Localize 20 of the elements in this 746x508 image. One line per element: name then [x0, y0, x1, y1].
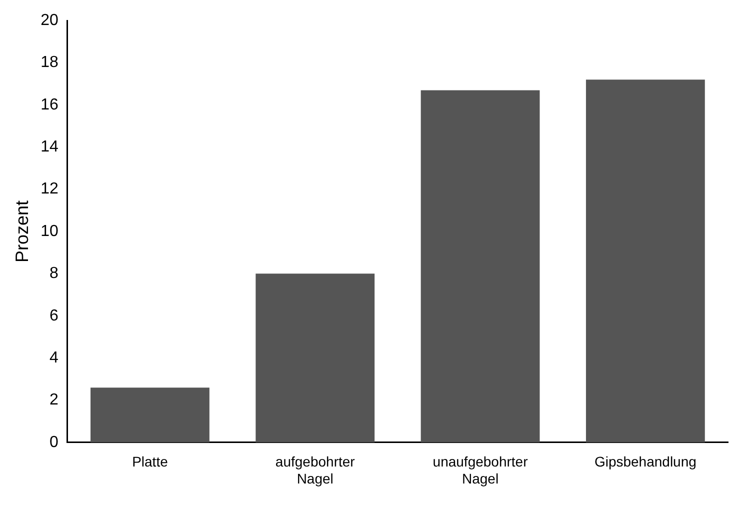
x-tick-label: unaufgebohrter Nagel — [432, 454, 528, 486]
y-tick-label: 20 — [40, 12, 58, 30]
y-tick-label: 18 — [40, 54, 58, 72]
y-tick-label: 0 — [49, 434, 58, 451]
bar — [90, 388, 210, 442]
y-tick-label: 10 — [40, 222, 58, 240]
bar — [420, 90, 540, 442]
y-axis-title: Prozent — [12, 200, 32, 263]
x-tick-label: Platte — [132, 454, 168, 470]
y-tick-label: 8 — [49, 265, 58, 282]
bar — [256, 274, 375, 442]
y-tick-label: 14 — [40, 138, 58, 156]
x-tick-label: Gipsbehandlung — [594, 454, 696, 470]
y-tick-label: 12 — [40, 180, 58, 198]
y-tick-label: 4 — [49, 349, 58, 366]
y-tick-label: 2 — [49, 392, 58, 409]
bar — [586, 80, 705, 442]
y-tick-label: 6 — [49, 307, 58, 324]
x-tick-label: aufgebohrter Nagel — [275, 454, 356, 486]
y-tick-label: 16 — [40, 96, 58, 114]
